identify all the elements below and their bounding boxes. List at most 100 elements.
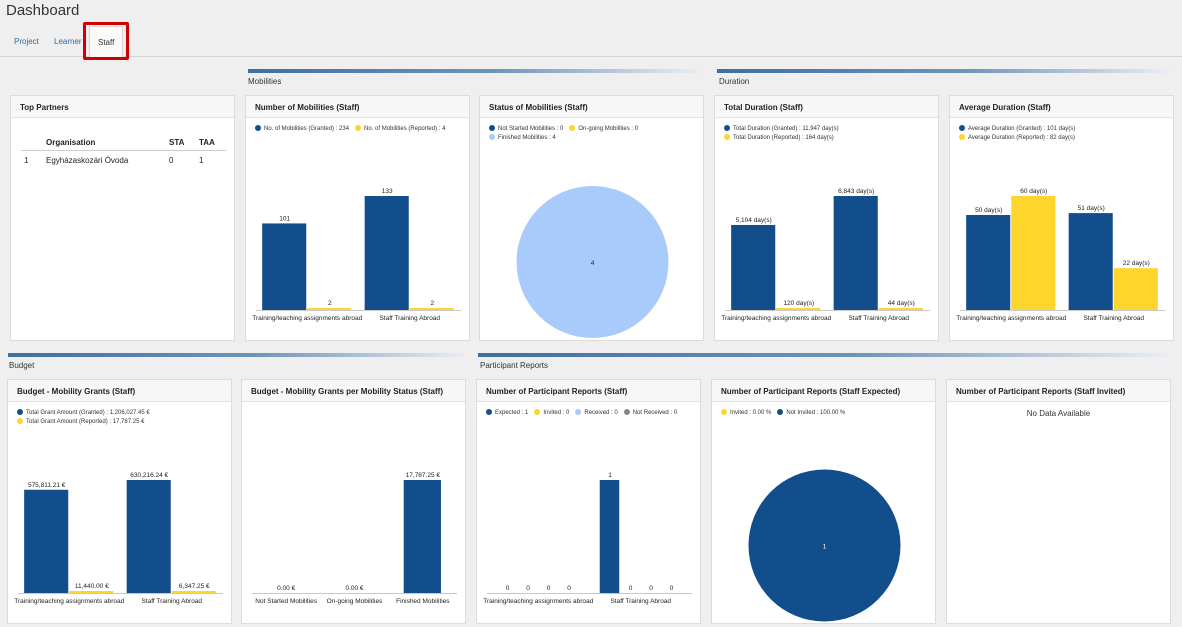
section-bar-participant-reports [478,353,1168,357]
legend-label: Invited : 0 [543,410,570,416]
bar-total-duration-granted-staff-training-abroad[interactable] [833,196,878,310]
data-label: 0 [547,585,551,592]
legend-item-average-duration-granted[interactable]: Average Duration (Granted) : 101 day(s) [959,125,1075,134]
bar-average-duration-granted-training-teaching-assignments-abroad[interactable] [966,215,1011,310]
tab-learner[interactable]: Learner [54,37,82,46]
x-tick-label: On-going Mobilities [327,598,383,605]
bar-no-of-mobilities-reported-staff-training-abroad[interactable] [409,308,454,310]
chart-svg: 50 day(s) 60 day(s) Training/teaching assi… [956,188,1165,322]
x-tick-label: Training/teaching assignments abroad [252,315,362,322]
table-row: 1 Egyházaskozári Óvoda 0 1 [21,151,226,171]
bar-total-grant-amount-reported-staff-training-abroad[interactable] [171,591,216,593]
x-tick-label: Staff Training Abroad [141,598,202,605]
pie-slice-finished-mobilities[interactable] [516,186,669,338]
bar-total-grant-amount-reported-training-teaching-assignments-abroad[interactable] [69,590,114,593]
tab-project[interactable]: Project [14,37,39,46]
chart-svg: 101 2 Training/teaching assignments abroad… [252,188,461,322]
x-tick-label: Staff Training Abroad [610,598,671,605]
data-label: 630,216.24 € [130,472,168,479]
column-header-sta: STA [166,135,196,151]
pie-slice-not-invited[interactable] [748,469,901,622]
legend-item-total-duration-reported[interactable]: Total Duration (Reported) : 164 day(s) [724,134,834,143]
legend-item-total-grant-amount-reported[interactable]: Total Grant Amount (Reported) : 17,787.2… [17,418,144,427]
legend-swatch [534,409,541,415]
data-label: 101 [279,215,290,222]
card-title: Total Duration (Staff) [715,96,938,118]
legend-label: Average Duration (Granted) : 101 day(s) [968,126,1076,132]
legend-item-invited[interactable]: Invited : 0.00 % [721,409,771,418]
legend-item-not-received[interactable]: Not Received : 0 [623,409,677,418]
section-label-duration: Duration [719,77,750,86]
row-rank: 1 [24,156,29,165]
bar-total-grant-amount-granted-staff-training-abroad[interactable] [126,480,171,593]
section-label-budget: Budget [9,361,35,370]
chart-svg: 5,104 day(s) 120 day(s) Training/teaching … [721,188,930,322]
bar-total-duration-reported-training-teaching-assignments-abroad[interactable] [776,308,821,310]
legend-swatch [777,409,784,415]
card-title: Status of Mobilities (Staff) [480,96,703,118]
legend-swatch [489,134,495,140]
bar-value-finished-mobilities[interactable] [403,480,441,593]
x-tick-label: Staff Training Abroad [848,315,909,322]
legend-item-not-invited[interactable]: Not Invited : 100.00 % [777,409,845,418]
legend-item-on-going-mobilities[interactable]: On-going Mobilities : 0 [569,125,638,134]
card-title: Number of Mobilities (Staff) [246,96,469,118]
chart-legend: Average Duration (Granted) : 101 day(s) A… [959,125,1089,143]
section-label-participant-reports: Participant Reports [480,361,549,370]
column-header-taa: TAA [196,135,226,151]
legend-item-invited[interactable]: Invited : 0 [534,409,569,418]
bar-no-of-mobilities-reported-training-teaching-assignments-abroad[interactable] [307,308,352,310]
bar-expected-staff-training-abroad[interactable] [599,480,620,593]
chart-legend: Not Started Mobilities : 0 On-going Mobil… [489,125,699,143]
legend-item-expected[interactable]: Expected : 1 [486,409,528,418]
bar-total-duration-granted-training-teaching-assignments-abroad[interactable] [731,224,776,310]
legend-item-total-duration-granted[interactable]: Total Duration (Granted) : 11,947 day(s) [724,125,839,134]
legend-label: No. of Mobilities (Granted) : 234 [264,126,350,132]
data-label: 22 day(s) [1123,260,1150,267]
chart-card-reports-expected: Number of Participant Reports (Staff Exp… [711,379,936,624]
bar-average-duration-reported-training-teaching-assignments-abroad[interactable] [1011,196,1056,310]
data-label: 17,787.25 € [406,472,441,479]
legend-label: Total Duration (Reported) : 164 day(s) [733,135,834,141]
chart-card-status-mobilities: Status of Mobilities (Staff) Not Started… [479,95,704,341]
tab-staff[interactable]: Staff [89,26,124,57]
section-label-mobilities: Mobilities [248,77,282,86]
legend-swatch [724,134,730,140]
chart-legend: Total Duration (Granted) : 11,947 day(s)… [724,125,844,143]
legend-label: Expected : 1 [495,410,529,416]
legend-swatch [486,409,492,415]
legend-swatch [355,125,362,131]
legend-item-finished-mobilities[interactable]: Finished Mobilities : 4 [489,134,556,143]
card-title: Budget - Mobility Grants per Mobility St… [242,380,465,402]
bar-total-grant-amount-granted-training-teaching-assignments-abroad[interactable] [24,489,69,593]
legend-item-no-of-mobilities-reported[interactable]: No. of Mobilities (Reported) : 4 [355,125,445,134]
row-taa: 1 [199,156,204,165]
legend-label: On-going Mobilities : 0 [578,126,639,132]
chart-card-reports-invited: Number of Participant Reports (Staff Inv… [946,379,1171,624]
chart-legend: Expected : 1 Invited : 0 Received : 0 Not R… [486,409,701,418]
bar-average-duration-granted-staff-training-abroad[interactable] [1068,213,1113,310]
data-label: 133 [382,188,393,195]
section-bar-budget [8,353,464,357]
bar-no-of-mobilities-granted-training-teaching-assignments-abroad[interactable] [262,223,307,310]
column-header-organisation: Organisation [43,135,166,151]
x-tick-label: Training/teaching assignments abroad [483,598,593,605]
tab-highlight-box [83,22,129,60]
section-bar-mobilities [248,69,700,73]
legend-item-not-started-mobilities[interactable]: Not Started Mobilities : 0 [489,125,563,134]
card-title: Number of Participant Reports (Staff Inv… [947,380,1170,402]
chart-svg: 0 0 0 0 Training/teaching assignments abroad… [483,472,692,605]
legend-item-received[interactable]: Received : 0 [575,409,618,418]
bar-average-duration-reported-staff-training-abroad[interactable] [1113,268,1158,310]
bar-no-of-mobilities-granted-staff-training-abroad[interactable] [364,196,409,310]
legend-swatch [17,409,23,415]
pie-slice-label: 4 [591,260,595,267]
legend-item-total-grant-amount-granted[interactable]: Total Grant Amount (Granted) : 1,206,027… [17,409,150,418]
legend-label: Average Duration (Reported) : 82 day(s) [968,135,1075,141]
legend-item-no-of-mobilities-granted[interactable]: No. of Mobilities (Granted) : 234 [255,125,349,134]
legend-item-average-duration-reported[interactable]: Average Duration (Reported) : 82 day(s) [959,134,1075,143]
chart-card-participant-reports: Number of Participant Reports (Staff) Ex… [476,379,701,624]
data-label: 51 day(s) [1078,205,1105,212]
bar-total-duration-reported-staff-training-abroad[interactable] [878,308,923,310]
card-title: Top Partners [11,96,234,118]
